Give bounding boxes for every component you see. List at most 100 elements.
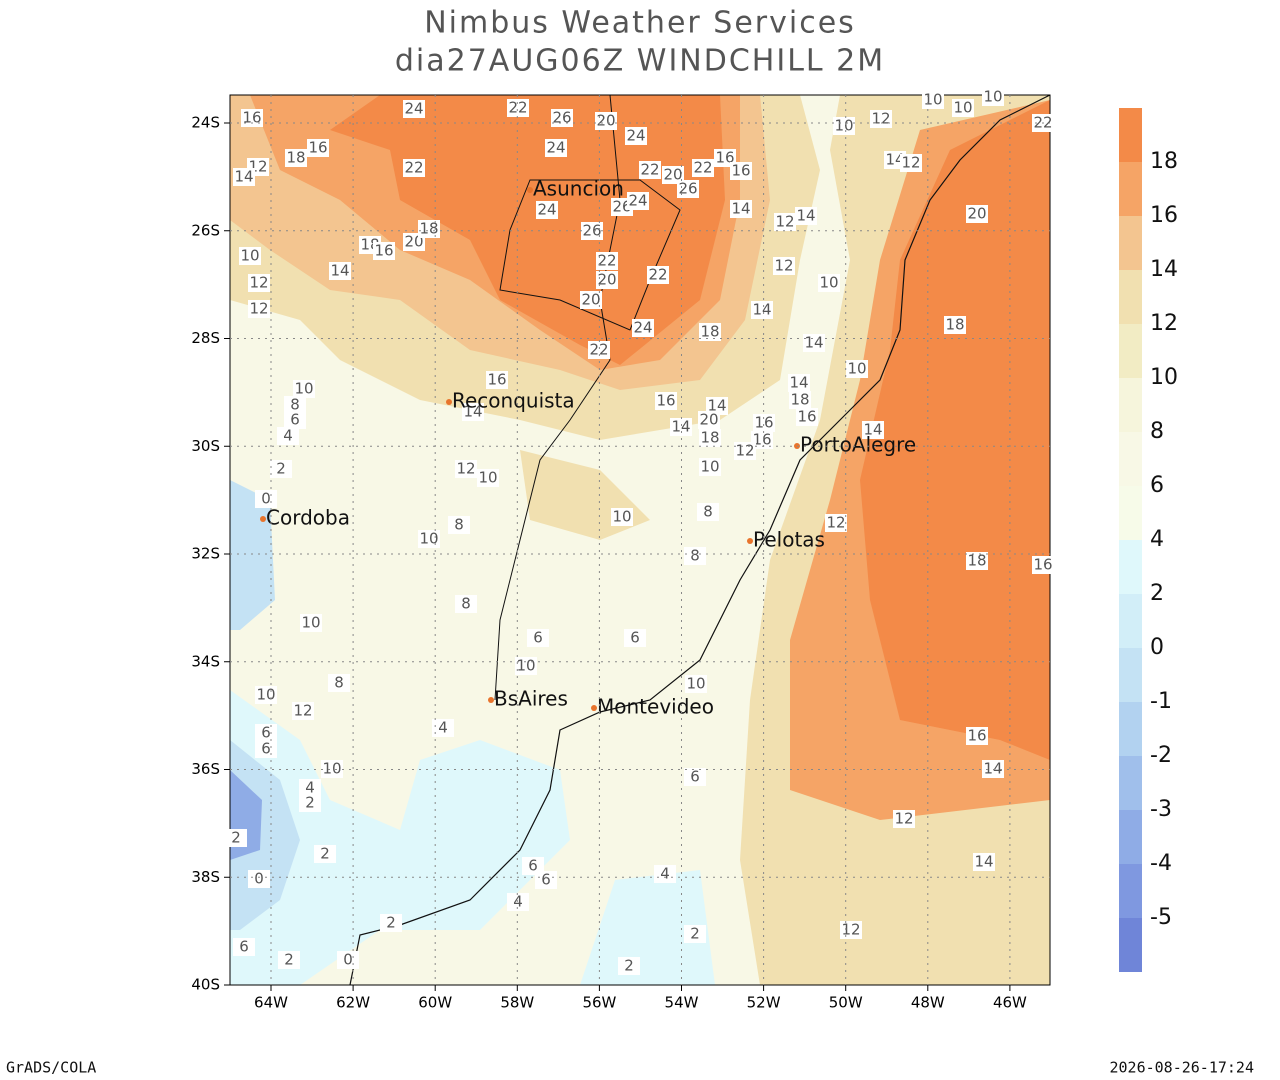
contour-label-bg [307,139,329,157]
contour-label: 26 [582,222,601,240]
contour-label-bg [893,810,915,828]
contour-label: 6 [261,724,271,742]
colorbar-swatch [1119,432,1142,486]
contour-label: 0 [261,490,271,508]
coastline [349,95,1050,985]
contour-label-bg [300,614,322,632]
lat-tick-label: 40S [191,976,220,994]
city-label: Montevideo [597,695,714,719]
contour-label-bg [403,159,425,177]
city-label: BsAires [494,687,568,711]
city-dot [488,697,494,703]
contour-label-bg [278,951,300,969]
colorbar-label: 14 [1150,257,1178,282]
contour-label: 4 [513,893,523,911]
contour-label-bg [627,192,649,210]
contour-label: 12 [894,810,913,828]
contour-label: 0 [254,870,264,888]
contour-label: 14 [330,262,349,280]
contour-label: 2 [305,794,315,812]
lat-tick-label: 32S [191,545,220,563]
city-dot [527,187,533,193]
lon-tick-label: 52W [747,994,781,1012]
colorbar-swatch [1119,756,1142,810]
city-label: Asuncion [533,177,624,201]
contour-label: 10 [700,458,719,476]
contour-label: 16 [656,392,675,410]
colorbar-swatch [1119,324,1142,378]
contour-label: 20 [663,166,682,184]
contour-label-bg [373,242,395,260]
contour-label: 18 [286,149,305,167]
colorbar-swatch [1119,648,1142,702]
region [330,95,725,365]
contour-label-bg [699,429,721,447]
contour-label: 22 [640,161,659,179]
contour-label: 10 [923,91,942,109]
title: Nimbus Weather Services [424,6,856,41]
subtitle: dia27AUG06Z WINDCHILL 2M [395,44,885,79]
contour-label-bg [507,893,529,911]
city-dot [591,705,597,711]
contour-label: 8 [290,396,300,414]
contour-label-bg [730,162,752,180]
colorbar-label: 6 [1150,473,1164,498]
footer-left: GrADS/COLA [6,1059,96,1077]
contour-label: 16 [487,371,506,389]
contour-label-bg [699,323,721,341]
contour-label: 16 [754,414,773,432]
region [860,100,1050,760]
contour-label-bg [293,380,315,398]
contour-label: 10 [301,614,320,632]
contour-label-bg [697,503,719,521]
contour-label: 16 [967,727,986,745]
border [499,179,681,331]
contour-label-bg [730,200,752,218]
colorbar-label: 12 [1150,311,1178,336]
city-label: PortoAlegre [800,433,916,457]
contour-label: 6 [239,938,249,956]
contour-label: 4 [283,427,293,445]
contour-label-bg [292,702,314,720]
contour-label: 24 [626,127,645,145]
colorbar-label: 16 [1150,203,1178,228]
contour-label: 14 [885,151,904,169]
contour-label-bg [846,360,868,378]
contour-label: 10 [294,380,313,398]
contour-label: 24 [633,319,652,337]
contour-label-bg [818,274,840,292]
contour-label: 18 [700,429,719,447]
lon-tick-label: 64W [254,994,288,1012]
contour-label: 12 [841,921,860,939]
contour-label: 6 [630,629,640,647]
contour-label: 8 [334,674,344,692]
lon-tick-label: 62W [336,994,370,1012]
city-dot [446,399,452,405]
contour-label: 16 [731,162,750,180]
contour-label-bg [536,201,558,219]
colorbar-label: -1 [1150,689,1172,714]
contour-label: 14 [671,418,690,436]
contour-label-bg [1032,556,1054,574]
contour-label: 14 [796,207,815,225]
contour-label-bg [462,403,484,421]
contour-label: 20 [597,271,616,289]
contour-label-bg [684,768,706,786]
colorbar-swatch [1119,486,1142,540]
contour-label-bg [314,845,336,863]
contour-label-bg [966,205,988,223]
contour-label-bg [698,411,720,429]
contour-label-bg [795,207,817,225]
colorbar-swatch [1119,594,1142,648]
contour-label: 16 [374,242,393,260]
contour-label: 14 [707,397,726,415]
contour-label-bg [632,319,654,337]
city-label: Pelotas [753,528,825,552]
contour-label-bg [647,266,669,284]
contour-label: 14 [983,760,1002,778]
contour-label-bg [432,719,454,737]
contour-label-bg [966,727,988,745]
contour-label: 2 [690,925,700,943]
